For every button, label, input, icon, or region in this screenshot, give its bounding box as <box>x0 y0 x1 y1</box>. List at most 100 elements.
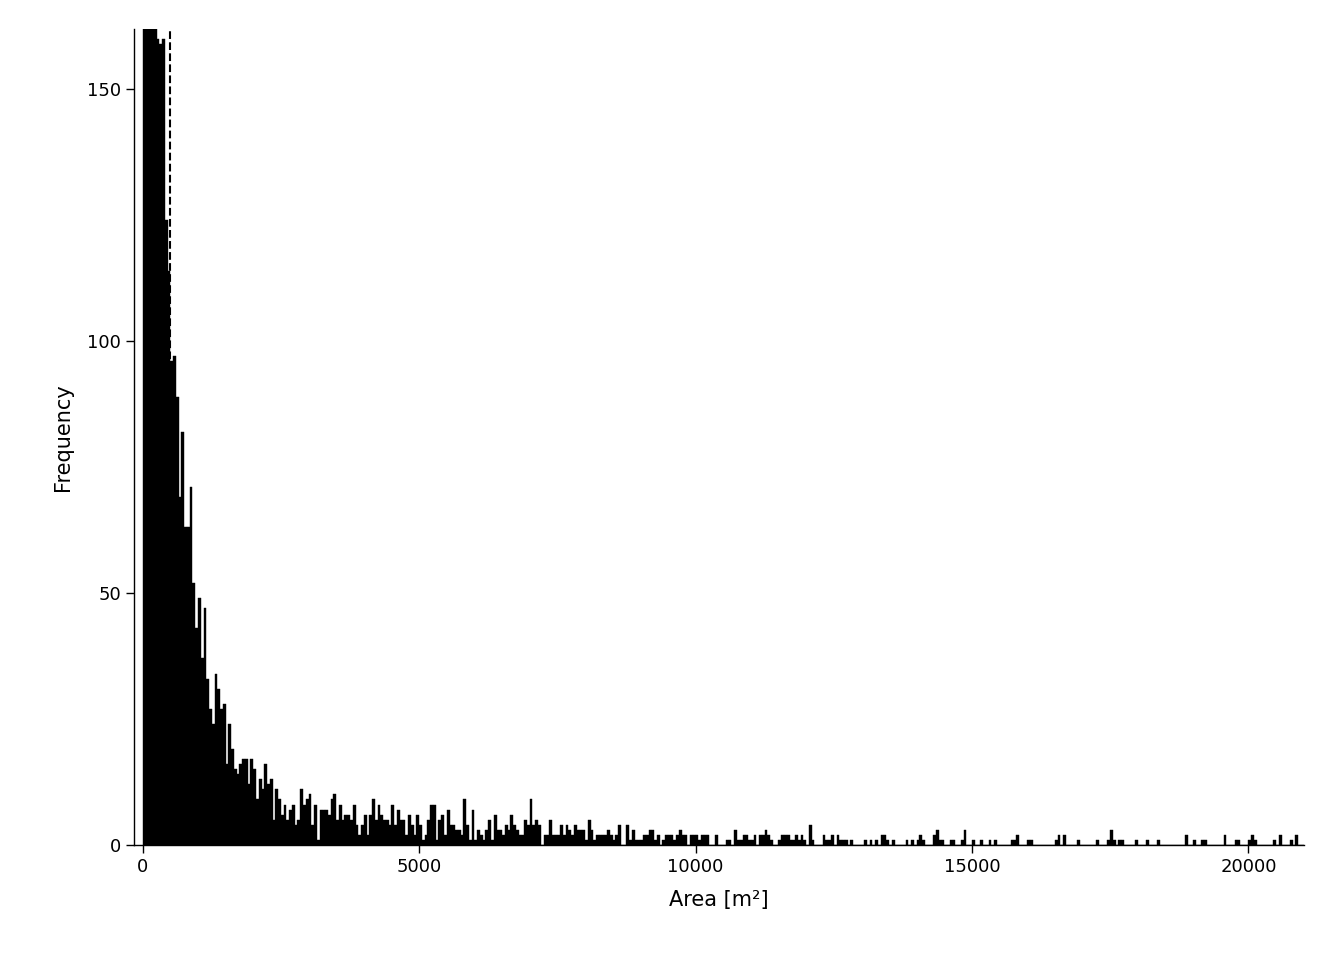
Bar <box>789 840 793 845</box>
Bar <box>449 825 453 845</box>
Bar <box>383 820 386 845</box>
Bar <box>657 835 660 845</box>
Bar <box>218 688 220 845</box>
Bar <box>464 800 466 845</box>
Bar <box>181 432 184 845</box>
Bar <box>1136 840 1138 845</box>
Bar <box>206 679 210 845</box>
Bar <box>505 825 508 845</box>
Bar <box>242 759 245 845</box>
Bar <box>364 815 367 845</box>
Bar <box>524 820 527 845</box>
Bar <box>626 825 629 845</box>
Bar <box>1097 840 1099 845</box>
Bar <box>645 835 649 845</box>
Bar <box>911 840 914 845</box>
Bar <box>681 835 684 845</box>
Bar <box>555 835 558 845</box>
Bar <box>300 789 302 845</box>
Bar <box>142 0 145 845</box>
Bar <box>801 835 804 845</box>
Bar <box>1118 840 1121 845</box>
Bar <box>394 825 396 845</box>
Bar <box>273 820 276 845</box>
Bar <box>433 804 435 845</box>
Bar <box>530 800 532 845</box>
Bar <box>1110 829 1113 845</box>
Bar <box>250 759 253 845</box>
Bar <box>595 835 599 845</box>
Bar <box>499 829 503 845</box>
Bar <box>262 789 265 845</box>
Bar <box>267 784 270 845</box>
Bar <box>234 769 237 845</box>
Bar <box>883 835 886 845</box>
Bar <box>1296 835 1298 845</box>
Bar <box>403 820 406 845</box>
Bar <box>220 708 223 845</box>
Bar <box>215 674 218 845</box>
Bar <box>692 835 696 845</box>
Bar <box>409 815 411 845</box>
Bar <box>325 809 328 845</box>
Bar <box>605 835 607 845</box>
Bar <box>511 815 513 845</box>
Bar <box>616 835 618 845</box>
Bar <box>839 840 843 845</box>
Bar <box>461 835 464 845</box>
Bar <box>212 724 215 845</box>
Bar <box>964 829 966 845</box>
Bar <box>843 840 845 845</box>
Bar <box>168 271 171 845</box>
Bar <box>739 840 742 845</box>
Bar <box>1013 840 1016 845</box>
Bar <box>347 815 349 845</box>
Bar <box>1238 840 1241 845</box>
Bar <box>804 840 806 845</box>
Bar <box>419 825 422 845</box>
Bar <box>184 527 187 845</box>
Bar <box>543 835 546 845</box>
Bar <box>203 608 206 845</box>
Bar <box>286 820 289 845</box>
Bar <box>458 829 461 845</box>
Bar <box>496 829 499 845</box>
Bar <box>223 704 226 845</box>
Bar <box>798 840 801 845</box>
Bar <box>171 361 173 845</box>
Bar <box>519 835 521 845</box>
Bar <box>187 527 190 845</box>
Bar <box>1193 840 1196 845</box>
Bar <box>331 800 333 845</box>
Bar <box>728 840 731 845</box>
Bar <box>516 829 519 845</box>
Bar <box>320 809 323 845</box>
Bar <box>793 840 796 845</box>
Bar <box>317 840 320 845</box>
Bar <box>665 835 668 845</box>
Bar <box>734 829 737 845</box>
Bar <box>336 820 339 845</box>
Bar <box>922 840 925 845</box>
Bar <box>482 840 485 845</box>
Bar <box>309 795 312 845</box>
Bar <box>980 840 982 845</box>
Bar <box>444 835 446 845</box>
Bar <box>613 840 616 845</box>
Bar <box>414 835 417 845</box>
Bar <box>265 764 267 845</box>
Bar <box>477 829 480 845</box>
Bar <box>333 795 336 845</box>
Bar <box>618 825 621 845</box>
Bar <box>503 835 505 845</box>
Bar <box>173 356 176 845</box>
Bar <box>1063 835 1066 845</box>
Bar <box>587 820 590 845</box>
Bar <box>566 825 569 845</box>
Bar <box>198 598 200 845</box>
Bar <box>574 825 577 845</box>
Bar <box>560 825 563 845</box>
Bar <box>577 829 579 845</box>
Bar <box>1011 840 1013 845</box>
Bar <box>231 749 234 845</box>
